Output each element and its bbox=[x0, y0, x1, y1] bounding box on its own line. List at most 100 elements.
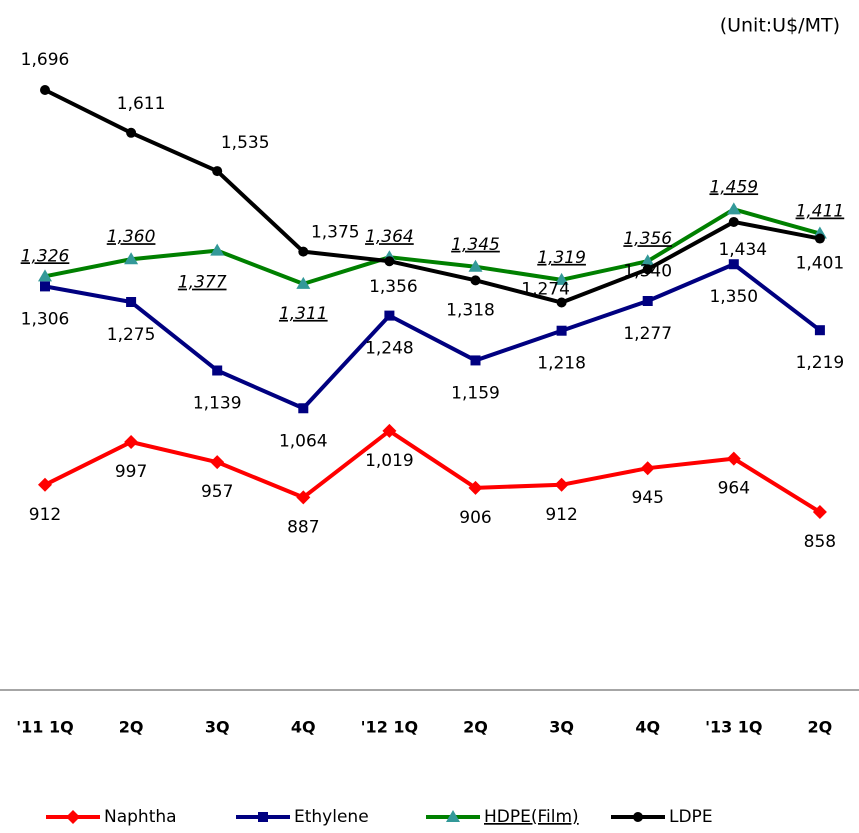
data-label: 1,611 bbox=[117, 94, 166, 114]
x-tick-label: '11 1Q bbox=[16, 718, 73, 737]
marker bbox=[298, 246, 309, 257]
x-tick-label: 2Q bbox=[463, 718, 488, 737]
marker bbox=[470, 355, 481, 366]
marker bbox=[124, 252, 139, 265]
data-label: 1,318 bbox=[446, 300, 495, 320]
data-label: 957 bbox=[201, 482, 233, 502]
marker bbox=[296, 276, 311, 289]
data-label: 1,356 bbox=[623, 229, 672, 249]
legend-label: LDPE bbox=[669, 807, 713, 827]
legend-marker bbox=[258, 812, 268, 822]
marker bbox=[728, 259, 739, 270]
marker bbox=[554, 272, 569, 285]
data-label: 1,311 bbox=[279, 304, 328, 324]
data-label: 945 bbox=[631, 488, 663, 508]
marker bbox=[298, 403, 309, 414]
data-label: 1,219 bbox=[796, 353, 845, 373]
data-label: 887 bbox=[287, 517, 319, 537]
data-label: 1,350 bbox=[709, 287, 758, 307]
marker bbox=[556, 325, 567, 336]
marker bbox=[640, 254, 655, 267]
data-label: 858 bbox=[804, 532, 836, 552]
legend-label: Ethylene bbox=[294, 807, 369, 827]
marker bbox=[640, 461, 655, 476]
data-label: 1,064 bbox=[279, 431, 328, 451]
marker bbox=[812, 505, 827, 519]
marker bbox=[38, 269, 52, 282]
marker bbox=[814, 233, 825, 244]
marker bbox=[382, 423, 397, 438]
x-tick-label: 4Q bbox=[291, 718, 316, 737]
marker bbox=[642, 264, 653, 275]
legend-marker bbox=[446, 810, 460, 822]
legend-marker bbox=[633, 812, 643, 822]
marker bbox=[126, 297, 137, 308]
data-label: 1,459 bbox=[709, 177, 758, 197]
series-line bbox=[44, 207, 821, 286]
x-tick-label: 4Q bbox=[635, 718, 660, 737]
marker bbox=[468, 259, 483, 272]
data-label: 964 bbox=[718, 479, 750, 499]
data-label: 1,401 bbox=[796, 254, 845, 274]
data-label: 1,345 bbox=[451, 235, 500, 255]
data-label: 1,375 bbox=[311, 223, 360, 243]
marker bbox=[124, 435, 139, 450]
data-label: 1,377 bbox=[178, 273, 227, 293]
data-label: 1,356 bbox=[369, 277, 418, 297]
x-tick-label: 3Q bbox=[205, 718, 230, 737]
data-label: 1,218 bbox=[537, 354, 586, 374]
x-tick-label: '12 1Q bbox=[361, 718, 418, 737]
marker bbox=[210, 455, 225, 470]
data-label: 906 bbox=[459, 508, 491, 528]
data-label: 1,274 bbox=[521, 280, 570, 300]
data-label: 1,019 bbox=[365, 451, 414, 471]
marker bbox=[210, 243, 225, 256]
marker bbox=[296, 490, 311, 505]
data-label: 1,364 bbox=[365, 227, 414, 247]
data-label: 912 bbox=[545, 505, 577, 525]
marker bbox=[40, 85, 50, 95]
marker bbox=[212, 365, 223, 376]
legend-label: Naphtha bbox=[104, 807, 177, 827]
marker bbox=[384, 310, 395, 321]
data-label: 1,696 bbox=[21, 50, 70, 70]
data-label: 1,306 bbox=[21, 309, 70, 329]
marker bbox=[726, 451, 741, 466]
unit-label: (Unit:U$/MT) bbox=[720, 15, 840, 37]
marker bbox=[728, 216, 739, 227]
marker bbox=[40, 281, 50, 292]
marker bbox=[126, 127, 137, 138]
marker bbox=[642, 296, 653, 306]
data-label: 1,248 bbox=[365, 339, 414, 359]
x-tick-label: 2Q bbox=[119, 718, 144, 737]
data-label: 1,277 bbox=[623, 324, 672, 344]
marker bbox=[38, 477, 52, 492]
data-label: 997 bbox=[115, 462, 147, 482]
x-tick-label: '13 1Q bbox=[705, 718, 762, 737]
data-label: 1,434 bbox=[718, 240, 767, 260]
data-label: 912 bbox=[29, 505, 61, 525]
data-label: 1,340 bbox=[623, 261, 672, 281]
marker bbox=[384, 256, 395, 267]
marker bbox=[726, 202, 741, 215]
data-label: 1,535 bbox=[221, 133, 270, 153]
data-label: 1,326 bbox=[21, 246, 70, 266]
x-tick-label: 2Q bbox=[808, 718, 833, 737]
data-label: 1,159 bbox=[451, 383, 500, 403]
data-label: 1,411 bbox=[796, 202, 845, 222]
data-label: 1,360 bbox=[107, 227, 156, 247]
marker bbox=[212, 166, 223, 177]
marker bbox=[468, 480, 483, 495]
series-line bbox=[44, 428, 821, 514]
x-tick-label: 3Q bbox=[549, 718, 574, 737]
legend-marker bbox=[66, 810, 80, 824]
series-line bbox=[44, 262, 822, 411]
marker bbox=[814, 325, 825, 336]
data-label: 1,275 bbox=[107, 325, 156, 345]
marker bbox=[554, 477, 569, 492]
data-label: 1,319 bbox=[537, 248, 586, 268]
marker bbox=[470, 275, 481, 286]
series-line bbox=[44, 88, 821, 305]
legend-label: HDPE(Film) bbox=[484, 807, 579, 827]
